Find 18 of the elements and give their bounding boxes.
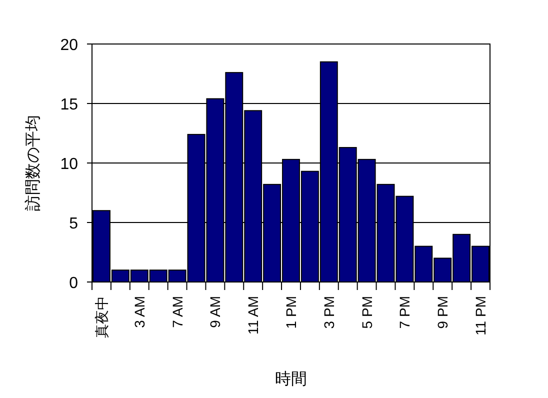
y-tick-label: 15 xyxy=(60,96,78,114)
x-tick-label: 3 PM xyxy=(320,296,337,329)
x-tick-label: 1 PM xyxy=(283,296,299,329)
x-tick-label: 9 AM xyxy=(207,296,224,328)
x-tick-label: 7 AM xyxy=(169,296,186,328)
y-tick-label: 0 xyxy=(69,275,78,292)
y-tick-label: 5 xyxy=(69,216,78,232)
x-tick-label: 9 PM xyxy=(434,296,451,329)
x-tick-label: 11 AM xyxy=(245,296,262,335)
y-axis-title: 訪問数の平均 xyxy=(24,115,42,211)
y-tick-label: 20 xyxy=(60,37,78,54)
x-tick-label: 7 PM xyxy=(396,296,413,329)
x-tick-label: 5 PM xyxy=(358,296,375,329)
x-axis-title: 時間 xyxy=(275,370,307,388)
y-tick-label: 10 xyxy=(60,156,78,173)
x-tick-label: 11 PM xyxy=(472,296,489,336)
x-tick-label: 3 AM xyxy=(131,296,148,328)
x-tick-label: 真夜中 xyxy=(93,296,110,338)
